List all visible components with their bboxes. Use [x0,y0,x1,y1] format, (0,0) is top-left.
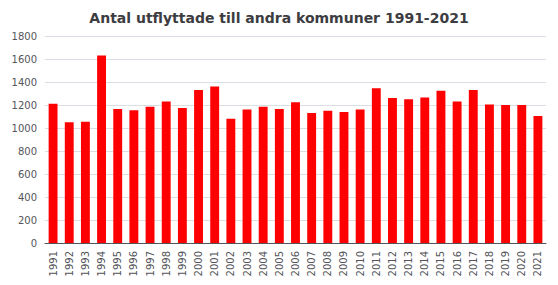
svg-text:1800: 1800 [12,31,37,42]
svg-text:2016: 2016 [452,251,463,276]
svg-text:2017: 2017 [468,251,479,276]
svg-text:1991: 1991 [48,251,59,276]
svg-text:2009: 2009 [338,251,349,276]
svg-text:1600: 1600 [12,54,37,65]
svg-text:2011: 2011 [371,251,382,276]
svg-text:1992: 1992 [64,251,75,276]
svg-text:600: 600 [18,169,37,180]
svg-text:0: 0 [31,238,37,249]
svg-text:2002: 2002 [225,251,236,276]
svg-text:2019: 2019 [500,251,511,276]
svg-text:2012: 2012 [387,251,398,276]
svg-text:2008: 2008 [322,251,333,276]
svg-text:1997: 1997 [145,251,156,276]
svg-text:1200: 1200 [12,100,37,111]
svg-text:2015: 2015 [435,251,446,276]
svg-text:2005: 2005 [274,251,285,276]
svg-text:1996: 1996 [128,251,139,276]
svg-text:1400: 1400 [12,77,37,88]
svg-text:400: 400 [18,192,37,203]
svg-text:2010: 2010 [355,251,366,276]
svg-text:1994: 1994 [96,251,107,276]
svg-text:1000: 1000 [12,123,37,134]
svg-text:Antal utflyttade till andra ko: Antal utflyttade till andra kommuner 199… [89,10,468,26]
svg-text:2021: 2021 [532,251,543,276]
svg-text:1995: 1995 [112,251,123,276]
svg-text:2013: 2013 [403,251,414,276]
svg-text:1993: 1993 [80,251,91,276]
svg-text:200: 200 [18,215,37,226]
svg-text:2007: 2007 [306,251,317,276]
svg-text:2018: 2018 [484,251,495,276]
svg-text:2004: 2004 [258,251,269,276]
svg-text:2001: 2001 [209,251,220,276]
svg-text:1999: 1999 [177,251,188,276]
svg-text:2000: 2000 [193,251,204,276]
svg-text:2003: 2003 [242,251,253,276]
svg-text:2020: 2020 [516,251,527,276]
svg-text:2006: 2006 [290,251,301,276]
svg-text:2014: 2014 [419,251,430,276]
svg-text:1998: 1998 [161,251,172,276]
svg-text:800: 800 [18,146,37,157]
